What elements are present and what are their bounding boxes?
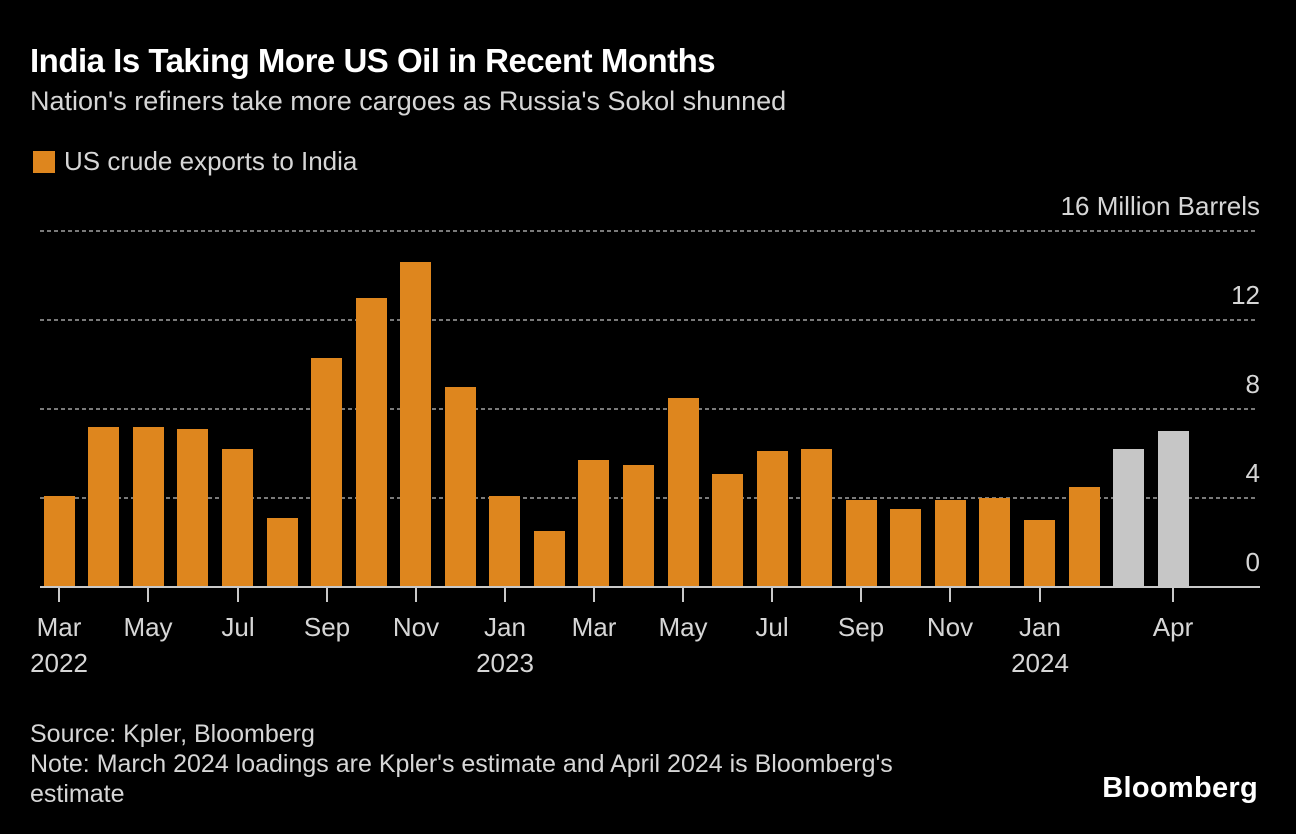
x-tick-nov-2022 [415, 588, 417, 602]
x-tick-label-jul: Jul [755, 612, 789, 642]
chart-subtitle: Nation's refiners take more cargoes as R… [30, 86, 787, 116]
x-tick-label-jan: Jan [484, 612, 526, 642]
bar-jul-2022 [222, 449, 253, 587]
x-tick-label-may: May [658, 612, 708, 642]
gridline-8 [40, 408, 1258, 410]
x-tick-label-sep: Sep [837, 612, 885, 642]
y-axis-label-8: 8 [1245, 369, 1260, 399]
bar-mar-2024 [1113, 449, 1144, 587]
note-text-line-1: Note: March 2024 loadings are Kpler's es… [30, 750, 893, 778]
x-tick-jan-2024 [1039, 588, 1041, 602]
x-tick-label-nov: Nov [392, 612, 440, 642]
bar-jun-2023 [712, 474, 743, 587]
x-tick-sep-2023 [860, 588, 862, 602]
x-tick-mar-2023 [593, 588, 595, 602]
x-tick-apr-2024 [1172, 588, 1174, 602]
x-tick-label-2023: 2023 [476, 648, 534, 678]
bar-aug-2023 [801, 449, 832, 587]
x-tick-may-2023 [682, 588, 684, 602]
x-tick-label-apr: Apr [1152, 612, 1194, 642]
bar-nov-2022 [400, 262, 431, 587]
bar-feb-2024 [1069, 487, 1100, 587]
legend-swatch [33, 150, 55, 173]
note-text-line-2: estimate [30, 780, 125, 808]
y-axis-label-16: 16 Million Barrels [1060, 191, 1260, 221]
bar-jan-2023 [489, 496, 520, 587]
bar-dec-2022 [445, 387, 476, 587]
x-tick-label-mar: Mar [36, 612, 82, 642]
x-tick-may-2022 [147, 588, 149, 602]
bar-jun-2022 [177, 429, 208, 587]
bar-mar-2023 [578, 460, 609, 587]
gridline-12 [40, 319, 1258, 321]
bar-oct-2023 [890, 509, 921, 587]
x-axis-line [40, 586, 1260, 588]
x-tick-label-sep: Sep [303, 612, 351, 642]
bar-aug-2022 [267, 518, 298, 587]
bar-dec-2023 [979, 498, 1010, 587]
x-tick-mar-2022 [58, 588, 60, 602]
bar-may-2023 [668, 398, 699, 587]
bar-sep-2023 [846, 500, 877, 587]
x-tick-jan-2023 [504, 588, 506, 602]
bar-mar-2022 [44, 496, 75, 587]
y-axis-label-12: 12 [1231, 280, 1260, 310]
bar-sep-2022 [311, 358, 342, 587]
legend-label: US crude exports to India [64, 146, 358, 176]
bloomberg-logo: Bloomberg [1102, 772, 1258, 804]
chart-title: India Is Taking More US Oil in Recent Mo… [30, 42, 716, 79]
y-axis-label-4: 4 [1245, 458, 1260, 488]
x-tick-label-2024: 2024 [1011, 648, 1069, 678]
bar-may-2022 [133, 427, 164, 587]
bar-oct-2022 [356, 298, 387, 587]
bar-nov-2023 [935, 500, 966, 587]
x-tick-jul-2022 [237, 588, 239, 602]
bar-apr-2024 [1158, 431, 1189, 587]
x-tick-label-2022: 2022 [30, 648, 88, 678]
x-tick-label-mar: Mar [571, 612, 617, 642]
x-tick-label-jan: Jan [1019, 612, 1061, 642]
y-axis-label-0: 0 [1245, 547, 1260, 577]
bar-apr-2022 [88, 427, 119, 587]
bar-jan-2024 [1024, 520, 1055, 587]
x-tick-nov-2023 [949, 588, 951, 602]
bar-jul-2023 [757, 451, 788, 587]
x-tick-sep-2022 [326, 588, 328, 602]
x-tick-jul-2023 [771, 588, 773, 602]
x-tick-label-jul: Jul [221, 612, 255, 642]
bar-apr-2023 [623, 465, 654, 587]
bar-feb-2023 [534, 531, 565, 587]
gridline-16 [40, 230, 1258, 232]
source-text: Source: Kpler, Bloomberg [30, 720, 315, 748]
x-tick-label-nov: Nov [926, 612, 974, 642]
x-tick-label-may: May [123, 612, 173, 642]
legend: US crude exports to India [33, 146, 357, 177]
